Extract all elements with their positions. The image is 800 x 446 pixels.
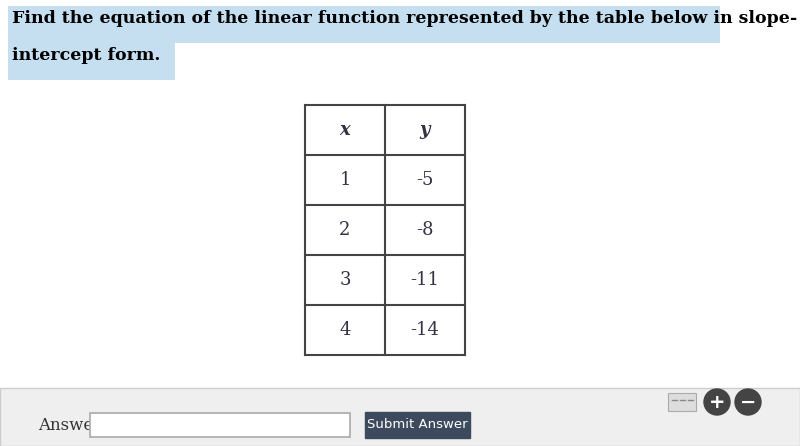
Circle shape [704,389,730,415]
Text: x: x [340,121,350,139]
Text: −: − [740,392,756,412]
Bar [668,393,696,411]
Text: -14: -14 [410,321,439,339]
Bar [365,412,470,438]
Bar [8,43,175,80]
Text: intercept form.: intercept form. [12,47,160,64]
Bar [8,6,720,43]
Text: Submit Answer: Submit Answer [367,418,468,431]
Bar [0,388,800,446]
Bar [90,413,350,437]
Text: y: y [420,121,430,139]
Circle shape [735,389,761,415]
Text: -5: -5 [416,171,434,189]
Text: 4: 4 [339,321,350,339]
Text: -11: -11 [410,271,439,289]
Text: -8: -8 [416,221,434,239]
Text: Answer:: Answer: [38,417,107,434]
Text: 1: 1 [339,171,350,189]
Text: 3: 3 [339,271,350,289]
Text: +: + [709,392,726,412]
Text: Find the equation of the linear function represented by the table below in slope: Find the equation of the linear function… [12,10,798,27]
Text: 2: 2 [339,221,350,239]
